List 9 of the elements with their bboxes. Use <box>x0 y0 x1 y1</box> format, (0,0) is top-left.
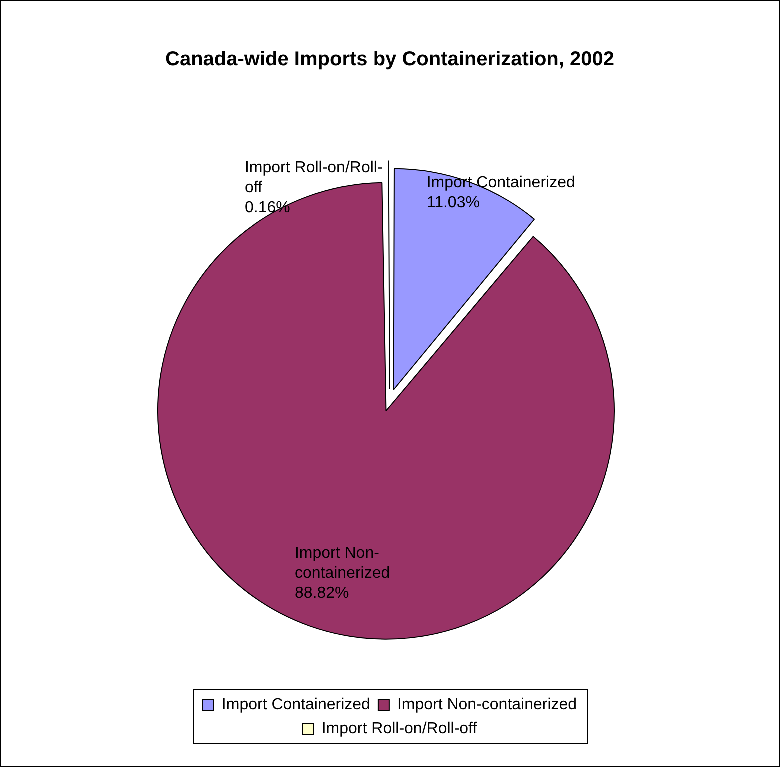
chart-title: Canada-wide Imports by Containerization, 2002 <box>166 48 614 71</box>
slice-label: Import Containerized <box>426 174 576 192</box>
slice-label: Import Non-containerized <box>294 544 390 582</box>
slice-label: Import Roll-on/Roll-off <box>244 160 383 197</box>
legend-label: Import Roll-on/Roll-off <box>322 720 478 738</box>
data-label: 11.03% <box>426 194 480 212</box>
data-label: 88.82% <box>294 584 350 602</box>
legend-label: Import Non-containerized <box>397 696 578 714</box>
legend-label: Import Containerized <box>222 696 370 714</box>
